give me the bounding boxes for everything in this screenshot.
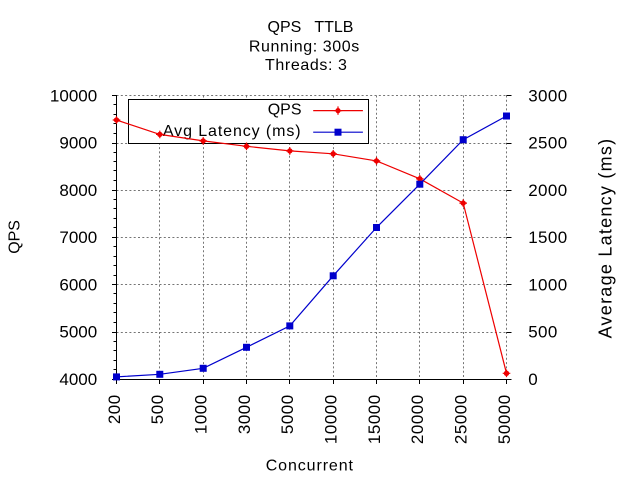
svg-text:200: 200 <box>105 394 124 424</box>
svg-text:Concurrent: Concurrent <box>266 458 354 475</box>
svg-text:6000: 6000 <box>59 275 97 294</box>
svg-text:3000: 3000 <box>235 394 254 434</box>
svg-text:9000: 9000 <box>59 134 97 153</box>
svg-text:5000: 5000 <box>278 394 297 434</box>
svg-text:500: 500 <box>528 323 558 342</box>
svg-text:8000: 8000 <box>59 181 97 200</box>
svg-text:3000: 3000 <box>528 86 567 105</box>
svg-text:1500: 1500 <box>528 228 567 247</box>
svg-text:500: 500 <box>148 394 167 424</box>
svg-text:Threads: 3: Threads: 3 <box>265 57 347 74</box>
svg-text:10000: 10000 <box>322 394 341 444</box>
svg-text:7000: 7000 <box>59 228 97 247</box>
svg-text:2000: 2000 <box>528 181 567 200</box>
svg-text:50000: 50000 <box>495 394 514 444</box>
svg-text:Avg Latency (ms): Avg Latency (ms) <box>163 123 302 140</box>
svg-text:QPS TTLB: QPS TTLB <box>268 19 354 36</box>
svg-text:QPS: QPS <box>7 220 24 254</box>
svg-text:Running: 300s: Running: 300s <box>249 38 360 55</box>
svg-text:10000: 10000 <box>50 86 97 105</box>
svg-text:1000: 1000 <box>192 394 211 434</box>
svg-text:5000: 5000 <box>59 323 97 342</box>
svg-text:Average Latency (ms): Average Latency (ms) <box>596 138 616 339</box>
svg-text:1000: 1000 <box>528 275 567 294</box>
svg-text:20000: 20000 <box>408 394 427 444</box>
svg-text:0: 0 <box>528 370 538 389</box>
svg-text:4000: 4000 <box>59 370 97 389</box>
svg-text:2500: 2500 <box>528 134 567 153</box>
svg-text:15000: 15000 <box>365 394 384 444</box>
svg-text:QPS: QPS <box>268 102 302 119</box>
svg-text:25000: 25000 <box>452 394 471 444</box>
